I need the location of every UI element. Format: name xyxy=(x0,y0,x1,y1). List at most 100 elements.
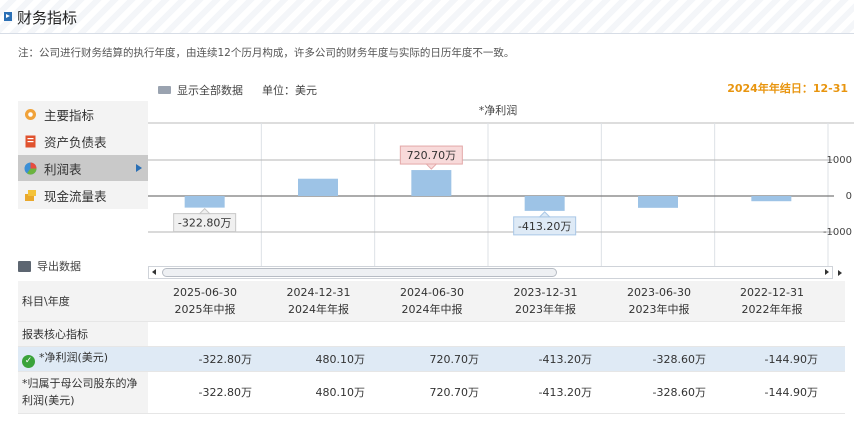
column-report: 2024年中报 xyxy=(401,302,463,316)
sidebar-item-label: 现金流量表 xyxy=(44,188,107,204)
row-label: *归属于母公司股东的净利润(美元) xyxy=(18,371,148,414)
table-cell: -328.60万 xyxy=(602,371,716,414)
data-label: -413.20万 xyxy=(513,211,577,236)
column-header[interactable]: 2024-06-30 2024年中报 xyxy=(375,281,489,322)
column-report: 2023年中报 xyxy=(628,302,690,316)
column-date: 2024-12-31 xyxy=(286,285,351,299)
scroll-thumb[interactable] xyxy=(162,268,557,277)
data-label-pointer xyxy=(538,211,551,218)
table-cell: 720.70万 xyxy=(375,346,489,372)
table-row-net-profit[interactable]: ✓ *净利润(美元) -322.80万 480.10万 720.70万 -413.… xyxy=(18,346,845,372)
gear-flower-icon xyxy=(25,108,36,120)
bar[interactable] xyxy=(411,170,452,196)
column-date: 2024-06-30 xyxy=(400,285,464,299)
export-icon xyxy=(18,260,31,272)
export-data-button[interactable]: 导出数据 xyxy=(18,258,81,274)
section-label: 报表核心指标 xyxy=(18,321,148,347)
bar[interactable] xyxy=(751,196,792,202)
column-report: 2025年中报 xyxy=(174,302,236,316)
show-all-label: 显示全部数据 xyxy=(177,84,243,97)
column-report: 2024年年报 xyxy=(288,302,349,316)
column-header[interactable]: 2022-12-31 2022年年报 xyxy=(716,281,828,322)
scroll-left-icon[interactable] xyxy=(152,269,156,275)
table-row-parent-net-profit[interactable]: *归属于母公司股东的净利润(美元) -322.80万 480.10万 720.7… xyxy=(18,371,845,414)
data-label-pointer xyxy=(425,163,438,170)
section-marker-icon xyxy=(4,12,12,21)
y-tick-label: -1000 xyxy=(823,227,852,238)
sidebar-item-cash-flow[interactable]: 现金流量表 xyxy=(18,182,148,208)
section-title-bar: 财务指标 xyxy=(0,0,854,34)
data-label: 720.70万 xyxy=(399,145,463,170)
sidebar-item-key-indicators[interactable]: 主要指标 xyxy=(18,101,148,127)
row-label-text: *净利润(美元) xyxy=(39,351,109,364)
table-cell: -413.20万 xyxy=(489,371,602,414)
table-cell: 480.10万 xyxy=(262,371,375,414)
table-edge-cell xyxy=(828,281,845,322)
scroll-right-icon[interactable] xyxy=(825,269,829,275)
export-label: 导出数据 xyxy=(37,260,81,273)
table-cell xyxy=(489,321,602,347)
sidebar-item-label: 主要指标 xyxy=(44,107,95,123)
check-icon: ✓ xyxy=(22,355,35,368)
data-label: -322.80万 xyxy=(173,207,237,233)
table-cell: -322.80万 xyxy=(148,346,262,372)
table-cell xyxy=(828,346,845,372)
column-header[interactable]: 2025-06-30 2025年中报 xyxy=(148,281,262,322)
table-cell: -144.90万 xyxy=(716,346,828,372)
bar[interactable] xyxy=(524,196,565,211)
table-cell xyxy=(716,321,828,347)
table-cell: -322.80万 xyxy=(148,371,262,414)
sidebar-item-label: 利润表 xyxy=(44,161,82,177)
document-icon xyxy=(25,135,36,147)
table-cell xyxy=(148,321,262,347)
column-date: 2023-12-31 xyxy=(513,285,578,299)
column-report: 2023年年报 xyxy=(515,302,576,316)
sidebar-item-label: 资产负债表 xyxy=(44,134,107,150)
table-scroll-right-icon[interactable] xyxy=(838,270,842,276)
chart-horizontal-scrollbar[interactable] xyxy=(148,266,833,279)
show-all-data-toggle[interactable]: 显示全部数据 xyxy=(158,82,243,98)
table-cell: -144.90万 xyxy=(716,371,828,414)
column-report: 2022年年报 xyxy=(741,302,803,316)
table-cell xyxy=(375,321,489,347)
net-profit-bar-chart: *净利润 1000 0 -1000 -322.80万 720.70万 -413.20万 xyxy=(148,103,854,266)
table-cell xyxy=(602,321,716,347)
bar[interactable] xyxy=(298,178,338,196)
column-date: 2025-06-30 xyxy=(173,285,237,299)
statement-sidebar: 主要指标 资产负债表 利润表 现金流量表 xyxy=(18,101,148,209)
chart-title: *净利润 xyxy=(479,103,518,117)
table-header-row: 科目\年度 2025-06-30 2025年中报 2024-12-31 2024年年… xyxy=(18,281,845,322)
table-cell: -413.20万 xyxy=(489,346,602,372)
data-label-text: 720.70万 xyxy=(407,149,457,162)
column-header[interactable]: 2023-06-30 2023年中报 xyxy=(602,281,716,322)
pie-chart-icon xyxy=(24,162,37,175)
sidebar-item-balance-sheet[interactable]: 资产负债表 xyxy=(18,128,148,154)
table-cell: 480.10万 xyxy=(262,346,375,372)
cash-flow-icon xyxy=(25,189,36,201)
y-tick-label: 1000 xyxy=(827,155,852,166)
data-label-text: -322.80万 xyxy=(178,217,231,230)
toggle-box-icon xyxy=(158,86,171,94)
column-header[interactable]: 2024-12-31 2024年年报 xyxy=(262,281,375,322)
column-header[interactable]: 2023-12-31 2023年年报 xyxy=(489,281,602,322)
header-first-cell: 科目\年度 xyxy=(18,281,148,322)
table-cell xyxy=(828,321,845,347)
financial-data-table: 科目\年度 2025-06-30 2025年中报 2024-12-31 2024年年… xyxy=(18,281,845,414)
section-row: 报表核心指标 xyxy=(18,321,845,347)
table-cell: -328.60万 xyxy=(602,346,716,372)
unit-label: 单位：美元 xyxy=(262,84,317,97)
bar[interactable] xyxy=(638,196,678,208)
table-cell xyxy=(262,321,375,347)
data-label-text: -413.20万 xyxy=(518,220,571,233)
table-cell xyxy=(828,371,845,414)
data-label-pointer xyxy=(198,207,211,215)
table-cell: 720.70万 xyxy=(375,371,489,414)
sidebar-item-income-statement[interactable]: 利润表 xyxy=(18,155,148,181)
y-tick-label: 0 xyxy=(846,191,852,202)
column-date: 2022-12-31 xyxy=(740,285,804,299)
scroll-track[interactable] xyxy=(162,267,819,278)
fiscal-year-note: 注：公司进行财务结算的执行年度，由连续12个历月构成，许多公司的财务年度与实际的… xyxy=(18,47,515,59)
active-arrow-icon xyxy=(136,164,142,172)
page-title: 财务指标 xyxy=(17,9,78,27)
bar[interactable] xyxy=(184,196,225,208)
